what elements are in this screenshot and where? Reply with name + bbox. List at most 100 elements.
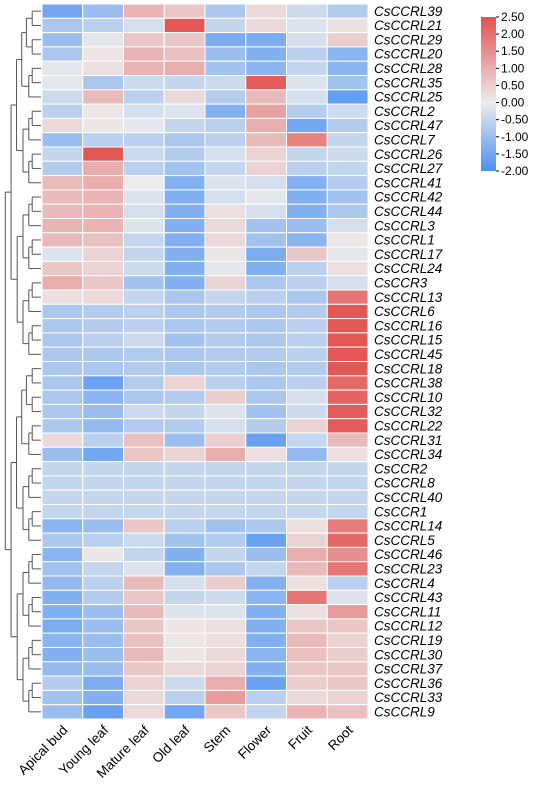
- heatmap-cell: [326, 117, 369, 134]
- heatmap-cell: [41, 403, 84, 420]
- heatmap-cell: [82, 117, 124, 134]
- heatmap-cell: [245, 346, 287, 363]
- heatmap-cell: [163, 375, 206, 391]
- heatmap-cell: [82, 332, 124, 348]
- heatmap-cell: [123, 332, 165, 348]
- heatmap-cell: [82, 632, 124, 649]
- heatmap-cell: [123, 160, 165, 177]
- heatmap-cell: [286, 32, 328, 48]
- heatmap-cell: [204, 60, 247, 77]
- heatmap-cell: [245, 418, 287, 434]
- heatmap-cell: [41, 546, 84, 563]
- heatmap-cell: [245, 189, 287, 205]
- row-label: CsCCRL6: [374, 304, 435, 319]
- heatmap-cell: [123, 632, 165, 649]
- heatmap-cell: [245, 132, 287, 148]
- heatmap-cell: [163, 218, 206, 234]
- heatmap-cell: [163, 189, 206, 205]
- heatmap-cell: [245, 160, 287, 177]
- heatmap-cell: [82, 132, 124, 148]
- heatmap-cell: [204, 532, 247, 548]
- heatmap-cell: [286, 289, 328, 305]
- heatmap-cell: [123, 675, 165, 691]
- row-label: CsCCRL32: [374, 404, 443, 419]
- heatmap-cell: [245, 546, 287, 563]
- heatmap-cell: [286, 75, 328, 91]
- heatmap-cell: [41, 475, 84, 491]
- heatmap-cell: [286, 361, 328, 377]
- heatmap-cell: [204, 332, 247, 348]
- heatmap-cell: [82, 418, 124, 434]
- heatmap-cell: [286, 275, 328, 291]
- heatmap-cell: [123, 704, 165, 720]
- column-label: Old leaf: [149, 722, 193, 766]
- heatmap-cell: [245, 203, 287, 219]
- heatmap-cell: [163, 60, 206, 77]
- heatmap-cell: [123, 575, 165, 591]
- heatmap-cell: [123, 289, 165, 305]
- heatmap-cell: [163, 446, 206, 463]
- heatmap-cell: [123, 518, 165, 534]
- heatmap-cell: [82, 518, 124, 534]
- heatmap-cell: [326, 604, 369, 620]
- heatmap-cell: [326, 260, 369, 277]
- heatmap-cell: [123, 175, 165, 191]
- row-label: CsCCRL11: [374, 604, 441, 619]
- heatmap-cell: [204, 132, 247, 148]
- heatmap-cell: [82, 289, 124, 305]
- heatmap-cell: [123, 260, 165, 277]
- heatmap-cell: [204, 475, 247, 491]
- heatmap-cell: [41, 146, 84, 162]
- heatmap-cell: [41, 60, 84, 77]
- heatmap-cell: [286, 532, 328, 548]
- heatmap-cell: [204, 346, 247, 363]
- heatmap-cell: [326, 346, 369, 363]
- heatmap-cell: [123, 103, 165, 119]
- heatmap-cell: [123, 589, 165, 606]
- heatmap-cell: [245, 632, 287, 649]
- heatmap-cell: [245, 704, 287, 720]
- heatmap-cell: [82, 232, 124, 248]
- row-label: CsCCRL8: [374, 476, 435, 491]
- heatmap-cell: [326, 332, 369, 348]
- row-label: CsCCRL18: [374, 361, 443, 376]
- column-label: Flower: [235, 722, 275, 762]
- heatmap-cell: [163, 618, 206, 634]
- heatmap-cell: [41, 532, 84, 548]
- heatmap-cell: [163, 589, 206, 606]
- heatmap-cell: [326, 160, 369, 177]
- heatmap-cell: [204, 403, 247, 420]
- legend-tick-label: -2.00: [501, 164, 529, 178]
- heatmap-cell: [82, 203, 124, 219]
- heatmap-cell: [245, 689, 287, 706]
- heatmap-cell: [286, 17, 328, 34]
- heatmap-cell: [41, 604, 84, 620]
- heatmap-cell: [123, 618, 165, 634]
- heatmap-cell: [82, 260, 124, 277]
- heatmap-cell: [286, 446, 328, 463]
- legend-tick-label: 1.50: [501, 44, 525, 58]
- heatmap-cell: [245, 361, 287, 377]
- heatmap-cell: [286, 89, 328, 105]
- heatmap-cell: [163, 46, 206, 62]
- heatmap-cell: [326, 661, 369, 677]
- heatmap-cell: [204, 303, 247, 320]
- heatmap-cell: [163, 260, 206, 277]
- heatmap-cell: [204, 647, 247, 663]
- legend-tick-label: 0.50: [501, 78, 525, 92]
- heatmap-cell: [41, 647, 84, 663]
- heatmap-cell: [204, 318, 247, 334]
- heatmap-cell: [245, 318, 287, 334]
- heatmap-cell: [82, 375, 124, 391]
- heatmap-cell: [41, 361, 84, 377]
- heatmap-cell: [326, 132, 369, 148]
- row-label: CsCCRL43: [374, 590, 443, 605]
- heatmap-cell: [286, 160, 328, 177]
- heatmap-cell: [41, 103, 84, 119]
- heatmap-cell: [245, 260, 287, 277]
- heatmap-cell: [204, 489, 247, 506]
- heatmap-cell: [326, 632, 369, 649]
- row-label: CsCCRL30: [374, 647, 443, 662]
- heatmap-cell: [204, 432, 247, 448]
